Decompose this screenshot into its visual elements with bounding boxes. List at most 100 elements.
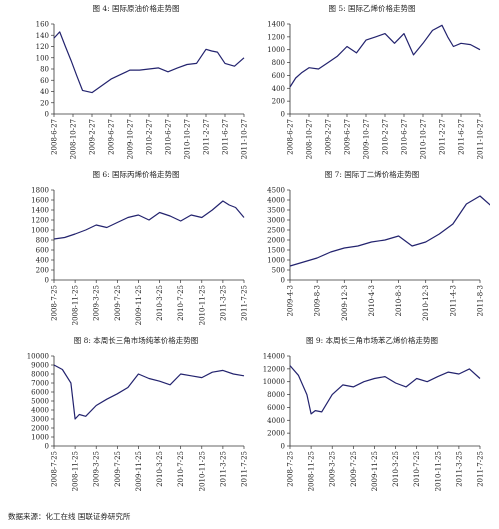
y-tick-label: 140	[36, 32, 49, 40]
x-tick-label: 2010-3-25	[392, 451, 400, 487]
y-tick-label: 600	[36, 247, 49, 255]
x-tick-label: 2010-7-25	[177, 451, 185, 487]
y-tick-label: 500	[272, 267, 285, 275]
y-tick-label: 8000	[267, 391, 285, 399]
y-tick-label: 80	[40, 66, 49, 74]
y-tick-label: 100	[36, 54, 49, 62]
y-tick-label: 4000	[267, 197, 285, 205]
y-tick-label: 2000	[267, 430, 285, 438]
x-tick-label: 2009-2-27	[325, 119, 333, 155]
y-tick-label: 3000	[31, 416, 49, 424]
x-tick-label: 2008-7-25	[51, 451, 59, 487]
y-tick-label: 0	[281, 111, 285, 119]
x-tick-label: 2010-10-27	[420, 119, 428, 159]
y-tick-label: 1000	[31, 434, 49, 442]
y-tick-label: 200	[36, 267, 49, 275]
x-tick-label: 2009-3-25	[93, 451, 101, 487]
x-tick-label: 2009-6-27	[108, 119, 116, 155]
chart-panel-butadiene: 图 7: 国际丁二烯价格走势图 0 500 1000 1500 2000 2500 3000…	[254, 168, 490, 338]
y-tick-label: 400	[36, 257, 49, 265]
chart-benzene: 0100020003000400050006000700080009000100…	[27, 353, 249, 492]
chart-panel-ethylene: 图 5: 国际乙烯价格走势图 0 200 400 600 800 1000 1200 1400…	[254, 2, 490, 172]
y-tick-label: 1200	[267, 33, 285, 41]
y-tick-label: 1200	[31, 217, 49, 225]
y-tick-label: 4500	[267, 187, 285, 195]
y-tick-label: 4000	[31, 407, 49, 415]
chart-caption: 图 5: 国际乙烯价格走势图	[328, 4, 416, 13]
x-tick-label: 2011-4-3	[449, 285, 457, 316]
x-tick-label: 2010-2-27	[146, 119, 154, 155]
y-tick-label: 800	[36, 237, 49, 245]
y-tick-label: 1500	[267, 247, 285, 255]
y-tick-label: 6000	[267, 404, 285, 412]
x-tick-label: 2010-8-3	[395, 285, 403, 316]
y-tick-label: 10000	[263, 378, 285, 386]
x-tick-label: 2009-6-27	[344, 119, 352, 155]
chart-panel-propylene: 图 6: 国际丙烯价格走势图 0 200 400 600 800 1000 1200 1400…	[18, 168, 254, 338]
y-tick-label: 0	[45, 277, 49, 285]
y-tick-label: 160	[36, 21, 49, 29]
x-tick-label: 2009-4-3	[287, 285, 295, 316]
x-tick-label: 2009-11-25	[371, 451, 379, 491]
y-tick-label: 40	[40, 88, 49, 96]
y-tick-label: 10000	[27, 353, 49, 361]
y-tick-label: 2000	[31, 425, 49, 433]
chart-caption: 图 7: 国际丁二烯价格走势图	[324, 170, 420, 179]
x-tick-label: 2011-3-25	[219, 285, 227, 321]
x-tick-label: 2011-10-27	[477, 119, 485, 159]
series-line	[289, 195, 490, 267]
x-tick-label: 2010-3-25	[156, 285, 164, 321]
x-tick-label: 2010-2-27	[382, 119, 390, 155]
y-tick-label: 2500	[267, 227, 285, 235]
source-note: 数据来源：化工在线 国联证券研究所	[8, 512, 131, 521]
x-tick-label: 2011-2-27	[203, 119, 211, 155]
y-tick-label: 2000	[267, 237, 285, 245]
x-tick-label: 2009-2-27	[89, 119, 97, 155]
x-tick-label: 2008-7-25	[51, 285, 59, 321]
x-tick-label: 2011-6-27	[222, 119, 230, 155]
y-tick-label: 7000	[31, 380, 49, 388]
chart-crude-oil: 0 20 40 60 80 100 120 140 160 2008-6-27 2008-10-27…	[36, 21, 249, 160]
x-tick-label: 2008-11-25	[308, 451, 316, 491]
y-tick-label: 8000	[31, 371, 49, 379]
x-tick-label: 2010-3-25	[156, 451, 164, 487]
chart-styrene: 0 2000 4000 6000 8000 10000 12000 14000 2008-7-2…	[263, 353, 485, 492]
y-tick-label: 1000	[267, 46, 285, 54]
x-tick-label: 2009-11-25	[135, 451, 143, 491]
y-tick-label: 9000	[31, 362, 49, 370]
y-tick-label: 1400	[267, 21, 285, 29]
y-tick-label: 1400	[31, 207, 49, 215]
x-tick-label: 2010-6-27	[401, 119, 409, 155]
y-tick-label: 0	[281, 443, 285, 451]
x-tick-label: 2009-11-25	[135, 285, 143, 325]
chart-propylene: 0 200 400 600 800 1000 1200 1400 1600 1800 2008-7-…	[31, 187, 249, 326]
y-tick-label: 3000	[267, 217, 285, 225]
y-tick-label: 14000	[263, 353, 285, 361]
x-tick-label: 2008-11-25	[72, 451, 80, 491]
y-tick-label: 3500	[267, 207, 285, 215]
y-tick-label: 6000	[31, 389, 49, 397]
chart-caption: 图 6: 国际丙烯价格走势图	[92, 170, 180, 179]
y-tick-label: 0	[281, 277, 285, 285]
chart-panel-crude-oil: 图 4: 国际原油价格走势图 0 20 40 60 80 100 120 140 160 2008…	[18, 2, 254, 172]
y-tick-label: 20	[40, 99, 49, 107]
y-tick-label: 200	[272, 98, 285, 106]
x-tick-label: 2008-10-27	[70, 119, 78, 159]
x-tick-label: 2009-3-25	[93, 285, 101, 321]
y-tick-label: 60	[40, 77, 49, 85]
x-tick-label: 2011-7-25	[241, 285, 249, 321]
x-tick-label: 2011-7-25	[477, 451, 485, 487]
chart-panel-benzene: 图 8: 本周长三角市场纯苯价格走势图 0 1000 2000 3000 4000 500…	[18, 334, 254, 504]
x-tick-label: 2009-7-25	[114, 285, 122, 321]
y-tick-label: 1000	[31, 227, 49, 235]
x-tick-label: 2010-7-25	[177, 285, 185, 321]
x-tick-label: 2009-7-25	[114, 451, 122, 487]
y-tick-label: 0	[45, 443, 49, 451]
series-line	[53, 364, 245, 420]
y-tick-label: 5000	[31, 398, 49, 406]
x-tick-label: 2009-3-25	[329, 451, 337, 487]
x-tick-label: 2011-7-25	[241, 451, 249, 487]
series-line	[289, 24, 481, 88]
series-line	[289, 365, 481, 415]
x-tick-label: 2008-7-25	[287, 451, 295, 487]
